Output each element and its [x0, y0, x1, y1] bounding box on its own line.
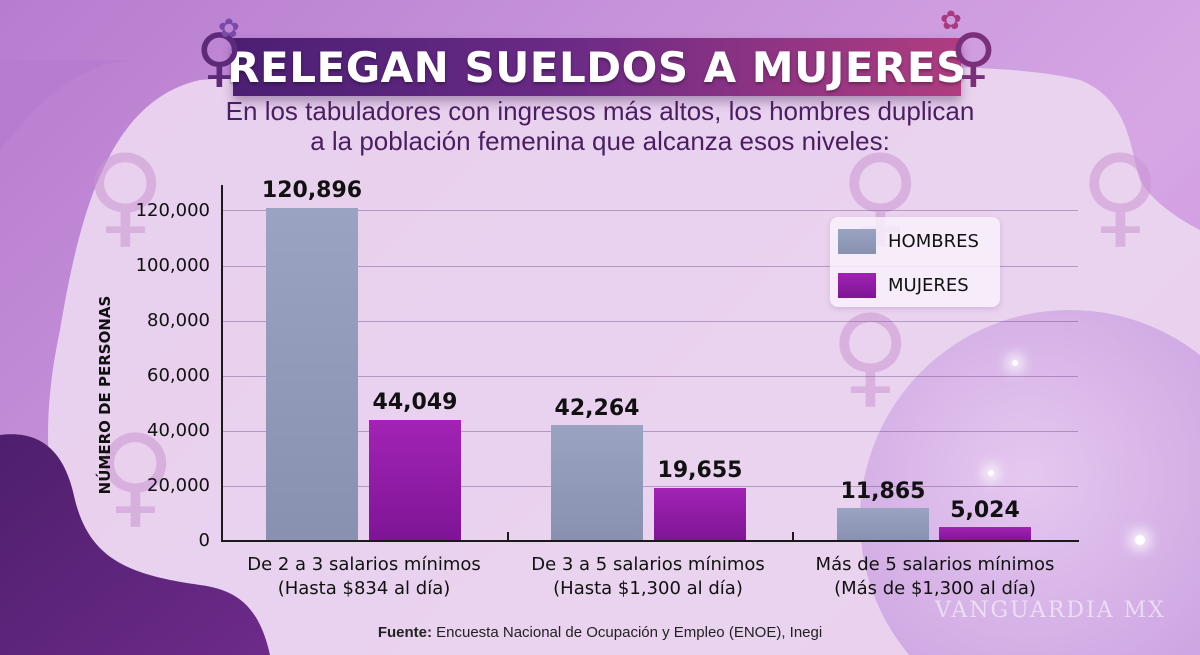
- category-label-line1: De 3 a 5 salarios mínimos: [531, 554, 765, 575]
- x-tick: [792, 532, 794, 541]
- bar-hombres-2-3: [266, 208, 358, 541]
- gridline: [222, 486, 1078, 487]
- y-tick: 120,000: [135, 200, 210, 221]
- y-axis-label: NÚMERO DE PERSONAS: [96, 295, 114, 495]
- gridline: [222, 210, 1078, 211]
- y-tick: 0: [198, 530, 210, 551]
- light-point: [988, 470, 994, 476]
- watermark: VANGUARDIA MX: [935, 598, 1166, 623]
- subtitle-line-2: a la población femenina que alcanza esos…: [310, 126, 890, 156]
- source-text: Encuesta Nacional de Ocupación y Empleo …: [431, 624, 823, 641]
- y-tick: 40,000: [147, 420, 210, 441]
- bar-value: 11,865: [840, 479, 926, 504]
- y-tick: 60,000: [147, 365, 210, 386]
- bar-value: 44,049: [372, 390, 458, 415]
- light-point: [1012, 360, 1018, 366]
- bar-mujeres-5-plus: [939, 527, 1031, 541]
- y-tick: 80,000: [147, 310, 210, 331]
- subtitle-line-1: En los tabuladores con ingresos más alto…: [225, 96, 975, 126]
- flower-icon: ✿: [218, 14, 240, 44]
- legend-swatch-mujeres: [838, 273, 876, 298]
- bar-hombres-5-plus: [837, 508, 929, 541]
- bar-mujeres-3-5: [654, 488, 746, 541]
- category-label: De 3 a 5 salarios mínimos (Hasta $1,300 …: [498, 553, 798, 601]
- venus-icon: ♀: [196, 21, 243, 95]
- gridline: [222, 376, 1078, 377]
- bar-hombres-3-5: [551, 425, 643, 541]
- source-note: Fuente: Encuesta Nacional de Ocupación y…: [0, 624, 1200, 641]
- venus-fist-icon: ♀: [95, 411, 176, 539]
- category-label-line1: De 2 a 3 salarios mínimos: [247, 554, 481, 575]
- gridline: [222, 321, 1078, 322]
- legend: HOMBRES MUJERES: [830, 217, 1000, 307]
- legend-item-mujeres: MUJERES: [838, 273, 969, 298]
- category-label-line1: Más de 5 salarios mínimos: [815, 554, 1055, 575]
- light-point: [1135, 535, 1145, 545]
- legend-swatch-hombres: [838, 229, 876, 254]
- x-axis: [221, 540, 1079, 542]
- title-banner: RELEGAN SUELDOS A MUJERES: [227, 38, 966, 96]
- gridline: [222, 266, 1078, 267]
- y-tick: 20,000: [147, 475, 210, 496]
- category-label-line2: (Hasta $1,300 al día): [553, 578, 743, 599]
- category-label: De 2 a 3 salarios mínimos (Hasta $834 al…: [214, 553, 514, 601]
- bar-value: 120,896: [261, 178, 363, 203]
- venus-fist-icon: ♀: [1080, 131, 1161, 259]
- venus-fist-icon: ♀: [85, 131, 166, 259]
- y-axis: [221, 185, 223, 542]
- category-label: Más de 5 salarios mínimos (Más de $1,300…: [785, 553, 1085, 601]
- bar-mujeres-2-3: [369, 420, 461, 541]
- legend-item-hombres: HOMBRES: [838, 229, 979, 254]
- source-label: Fuente:: [377, 624, 432, 641]
- legend-label: HOMBRES: [888, 231, 979, 252]
- bar-value: 5,024: [950, 498, 1020, 523]
- y-tick: 100,000: [135, 255, 210, 276]
- flower-icon: ✿: [940, 6, 962, 36]
- legend-label: MUJERES: [888, 275, 969, 296]
- venus-fist-icon: ♀: [830, 291, 911, 419]
- bar-value: 19,655: [657, 458, 743, 483]
- venus-icon: ♀: [950, 21, 997, 95]
- subtitle: En los tabuladores con ingresos más alto…: [0, 96, 1200, 156]
- x-tick: [507, 532, 509, 541]
- category-label-line2: (Más de $1,300 al día): [834, 578, 1036, 599]
- page-title: RELEGAN SUELDOS A MUJERES: [227, 42, 967, 92]
- bar-value: 42,264: [554, 396, 640, 421]
- category-label-line2: (Hasta $834 al día): [277, 578, 451, 599]
- gridline: [222, 431, 1078, 432]
